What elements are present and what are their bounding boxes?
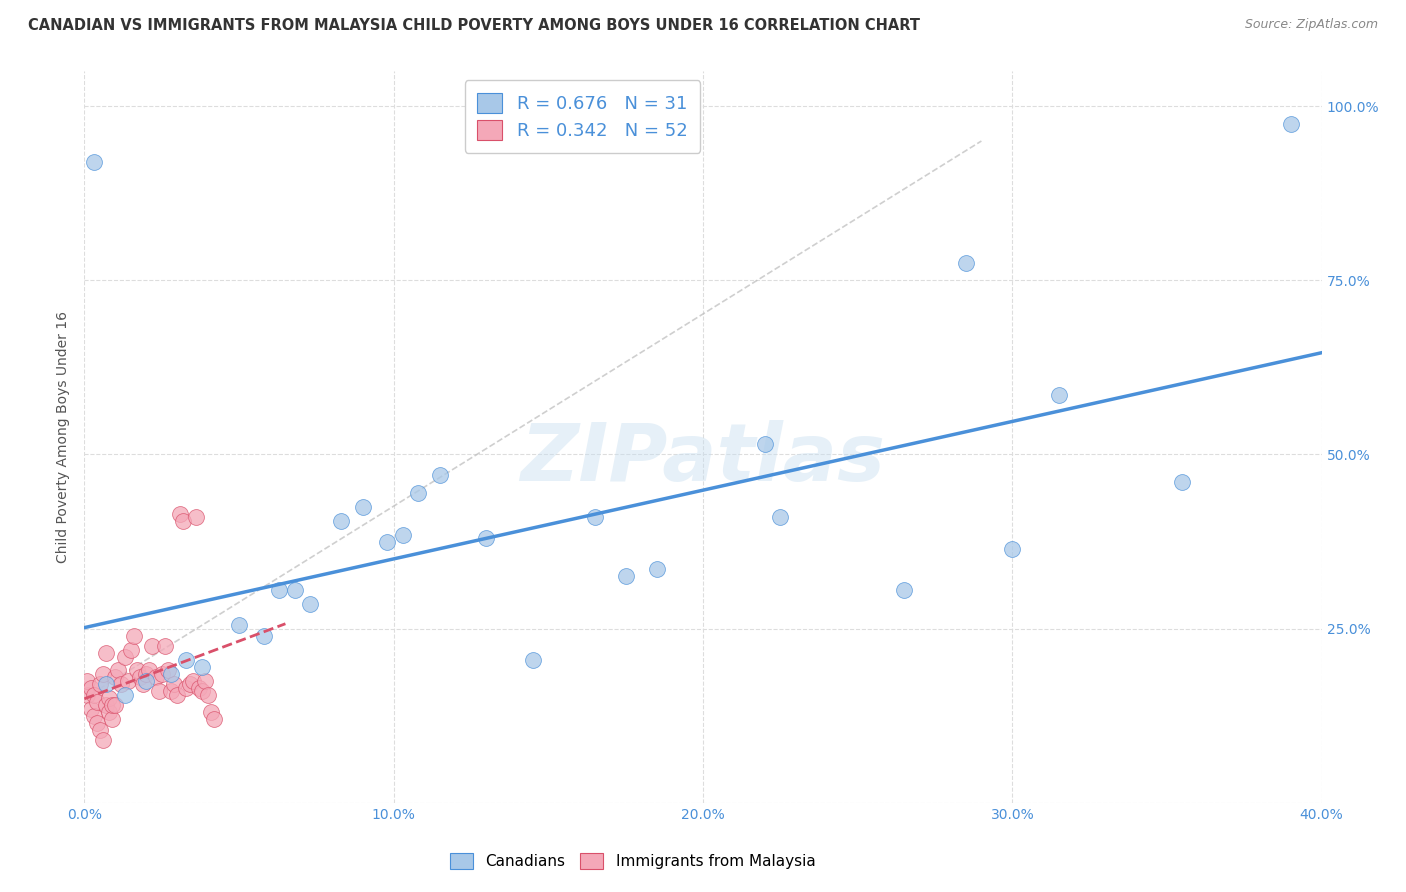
Point <box>754 437 776 451</box>
Point <box>172 514 194 528</box>
Point <box>1279 117 1302 131</box>
Text: CANADIAN VS IMMIGRANTS FROM MALAYSIA CHILD POVERTY AMONG BOYS UNDER 16 CORRELATI: CANADIAN VS IMMIGRANTS FROM MALAYSIA CHI… <box>28 18 920 33</box>
Point <box>1001 541 1024 556</box>
Point <box>522 653 544 667</box>
Point <box>176 681 198 695</box>
Point <box>284 583 307 598</box>
Point <box>79 681 101 695</box>
Point <box>253 629 276 643</box>
Point <box>187 681 209 695</box>
Point <box>94 698 117 713</box>
Point <box>117 673 139 688</box>
Point <box>101 712 124 726</box>
Point <box>104 670 127 684</box>
Legend: R = 0.676   N = 31, R = 0.342   N = 52: R = 0.676 N = 31, R = 0.342 N = 52 <box>464 80 700 153</box>
Point <box>475 531 498 545</box>
Point <box>197 688 219 702</box>
Point <box>91 667 114 681</box>
Point <box>145 670 167 684</box>
Point <box>893 583 915 598</box>
Point <box>94 646 117 660</box>
Point <box>76 673 98 688</box>
Point <box>160 667 183 681</box>
Point <box>377 534 399 549</box>
Point <box>176 653 198 667</box>
Point <box>110 677 132 691</box>
Point <box>89 723 111 737</box>
Point <box>169 507 191 521</box>
Point <box>76 688 98 702</box>
Point <box>156 664 179 678</box>
Point <box>269 583 291 598</box>
Point <box>150 667 173 681</box>
Point <box>200 705 222 719</box>
Point <box>184 510 207 524</box>
Point <box>1047 388 1070 402</box>
Point <box>141 639 163 653</box>
Point <box>299 597 322 611</box>
Point <box>769 510 792 524</box>
Point <box>83 688 105 702</box>
Point <box>228 618 250 632</box>
Point <box>429 468 451 483</box>
Point <box>107 664 129 678</box>
Point <box>114 688 136 702</box>
Point <box>202 712 225 726</box>
Point <box>125 664 148 678</box>
Point <box>89 677 111 691</box>
Point <box>98 691 121 706</box>
Point <box>79 702 101 716</box>
Point <box>645 562 668 576</box>
Point <box>83 155 105 169</box>
Point <box>120 642 142 657</box>
Point <box>101 698 124 713</box>
Point <box>86 695 108 709</box>
Point <box>1171 475 1194 490</box>
Text: Source: ZipAtlas.com: Source: ZipAtlas.com <box>1244 18 1378 31</box>
Point <box>86 715 108 730</box>
Point <box>94 677 117 691</box>
Point <box>166 688 188 702</box>
Point <box>160 684 183 698</box>
Text: ZIPatlas: ZIPatlas <box>520 420 886 498</box>
Point <box>163 677 186 691</box>
Point <box>614 569 637 583</box>
Point <box>392 527 415 541</box>
Point <box>104 698 127 713</box>
Point <box>91 733 114 747</box>
Point <box>122 629 145 643</box>
Legend: Canadians, Immigrants from Malaysia: Canadians, Immigrants from Malaysia <box>444 847 821 875</box>
Point <box>153 639 176 653</box>
Point <box>191 660 214 674</box>
Y-axis label: Child Poverty Among Boys Under 16: Child Poverty Among Boys Under 16 <box>56 311 70 563</box>
Point <box>191 684 214 698</box>
Point <box>955 256 977 270</box>
Point <box>179 677 201 691</box>
Point <box>181 673 204 688</box>
Point <box>129 670 152 684</box>
Point <box>83 708 105 723</box>
Point <box>583 510 606 524</box>
Point <box>114 649 136 664</box>
Point <box>352 500 374 514</box>
Point <box>132 677 155 691</box>
Point <box>194 673 217 688</box>
Point <box>135 673 157 688</box>
Point <box>135 667 157 681</box>
Point <box>98 705 121 719</box>
Point <box>138 664 160 678</box>
Point <box>408 485 430 500</box>
Point <box>148 684 170 698</box>
Point <box>330 514 353 528</box>
